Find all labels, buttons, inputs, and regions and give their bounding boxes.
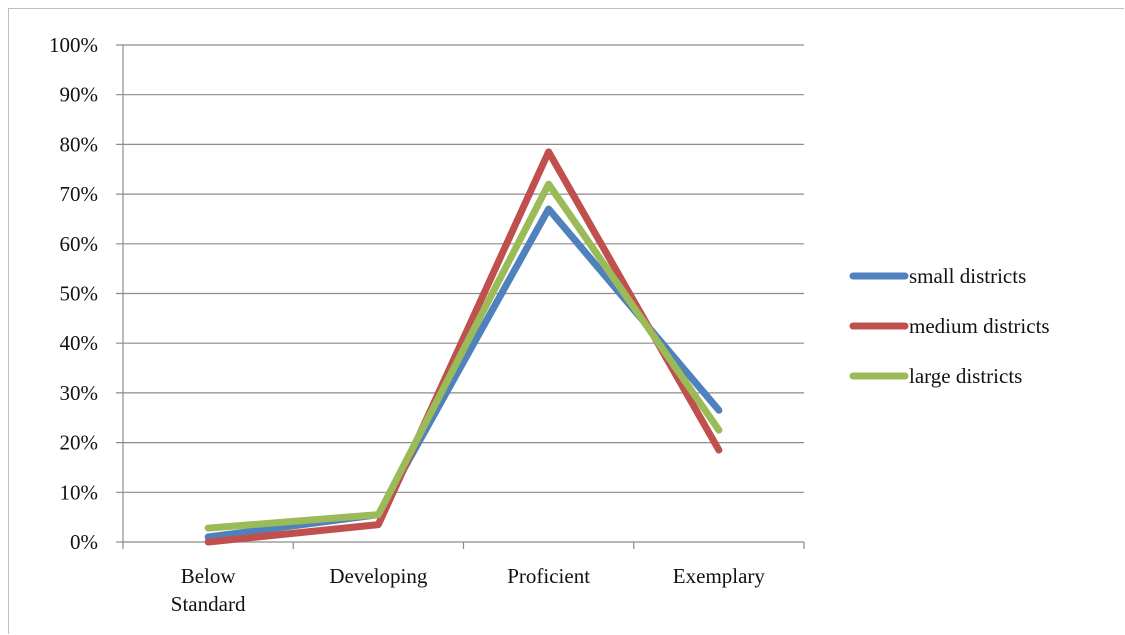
- y-tick-label: 50%: [60, 282, 99, 306]
- x-tick-label: Developing: [329, 564, 427, 588]
- y-tick-label: 80%: [60, 132, 99, 156]
- y-tick-label: 20%: [60, 431, 99, 455]
- x-tick-label-line: Exemplary: [673, 564, 766, 588]
- y-axis-tick-labels: 0% 10% 20% 30% 40% 50% 60% 70% 80% 90% 100%: [49, 33, 98, 554]
- y-tick-label: 40%: [60, 331, 99, 355]
- x-tick-label: Below Standard: [171, 564, 246, 616]
- y-tick-label: 10%: [60, 480, 99, 504]
- legend-label: medium districts: [909, 314, 1050, 338]
- gridlines: [116, 44, 804, 493]
- x-tick-label: Exemplary: [673, 564, 766, 588]
- x-tick-label-line: Standard: [171, 592, 246, 616]
- y-tick-label: 0%: [70, 530, 98, 554]
- legend-label: large districts: [909, 364, 1022, 388]
- x-tick-label-line: Developing: [329, 564, 427, 588]
- series-line-medium-districts: [204, 148, 723, 546]
- chart-frame: [8, 8, 1124, 634]
- axes: [116, 45, 805, 549]
- y-tick-label: 70%: [60, 182, 99, 206]
- y-tick-label: 90%: [60, 83, 99, 107]
- legend: small districts medium districts large dis…: [849, 264, 1050, 388]
- series-lines: [204, 148, 723, 546]
- series-line-small-districts: [204, 205, 723, 541]
- y-tick-label: 30%: [60, 381, 99, 405]
- x-tick-label-line: Proficient: [507, 564, 590, 588]
- x-axis-tick-labels: Below Standard Developing Proficient Exempla…: [171, 564, 766, 616]
- legend-label: small districts: [909, 264, 1026, 288]
- y-tick-label: 60%: [60, 232, 99, 256]
- y-tick-label: 100%: [49, 33, 98, 57]
- x-tick-label-line: Below: [181, 564, 237, 588]
- x-tick-label: Proficient: [507, 564, 590, 588]
- series-line-large-districts: [204, 180, 723, 532]
